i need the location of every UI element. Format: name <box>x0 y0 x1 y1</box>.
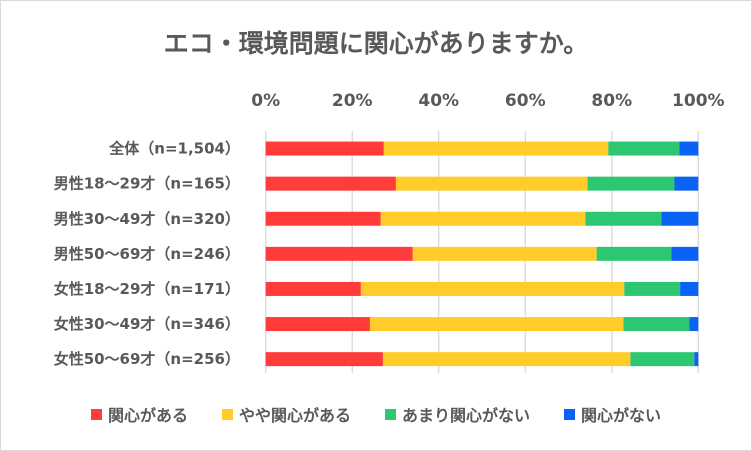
category-label: 男性18～29才（n=165） <box>54 175 240 193</box>
legend-swatch <box>385 408 396 420</box>
bar-segment-2 <box>383 141 609 156</box>
bar-segment-4 <box>661 211 699 226</box>
x-tick-label: 0% <box>251 91 280 111</box>
bar-segment-3 <box>623 317 690 332</box>
x-tick-label: 40% <box>418 91 459 111</box>
category-label: 男性50～69才（n=246） <box>54 245 240 263</box>
bar-segment-3 <box>608 141 680 156</box>
bar-segment-1 <box>265 246 413 261</box>
legend-label: 関心がない <box>581 406 662 425</box>
bar-segment-4 <box>689 317 699 332</box>
bar-segment-2 <box>382 352 631 367</box>
bar-segment-4 <box>674 176 699 191</box>
legend-swatch <box>564 408 576 420</box>
bar-segment-1 <box>265 211 381 226</box>
bar-segment-1 <box>265 141 384 156</box>
legend-item: 関心がない <box>564 402 661 426</box>
x-tick-label: 80% <box>591 91 632 111</box>
bar-segment-3 <box>587 176 675 191</box>
legend-item: やや関心がある <box>221 402 351 426</box>
bar-segment-2 <box>380 211 586 226</box>
category-label: 女性50～69才（n=256） <box>54 350 240 368</box>
legend-swatch <box>90 408 102 420</box>
category-label: 女性30～49才（n=346） <box>54 315 240 333</box>
category-label: 全体（n=1,504） <box>108 140 240 158</box>
legend-label: やや関心がある <box>238 406 351 425</box>
legend-label: 関心がある <box>107 406 188 425</box>
bar-segment-1 <box>265 281 361 296</box>
legend-item: あまり関心がない <box>385 402 530 426</box>
bar-segment-1 <box>265 176 396 191</box>
bar-segment-4 <box>679 141 699 156</box>
bar-segment-2 <box>369 317 624 332</box>
category-label: 女性18～29才（n=171） <box>54 280 240 298</box>
legend: 関心がある やや関心がある あまり関心がない 関心がない <box>0 402 752 426</box>
bar-segment-3 <box>624 281 681 296</box>
legend-swatch <box>221 408 233 420</box>
bar-segment-2 <box>360 281 625 296</box>
bar-segment-4 <box>671 246 699 261</box>
bar-segment-2 <box>395 176 588 191</box>
x-tick-label: 60% <box>505 91 546 111</box>
x-tick-label: 100% <box>672 91 725 111</box>
legend-item: 関心がある <box>90 402 188 426</box>
bar-segment-3 <box>630 352 695 367</box>
bar-segment-3 <box>596 246 672 261</box>
x-tick-label: 20% <box>332 91 373 111</box>
bar-segment-3 <box>585 211 662 226</box>
bar-segment-4 <box>680 281 699 296</box>
category-label: 男性30～49才（n=320） <box>54 210 240 228</box>
chart-title: エコ・環境問題に関心がありますか。 <box>163 29 589 58</box>
legend-label: あまり関心がない <box>402 406 531 425</box>
bar-segment-4 <box>694 352 699 367</box>
bar-segment-1 <box>265 352 383 367</box>
bar-segment-2 <box>412 246 597 261</box>
bar-segment-1 <box>265 317 370 332</box>
